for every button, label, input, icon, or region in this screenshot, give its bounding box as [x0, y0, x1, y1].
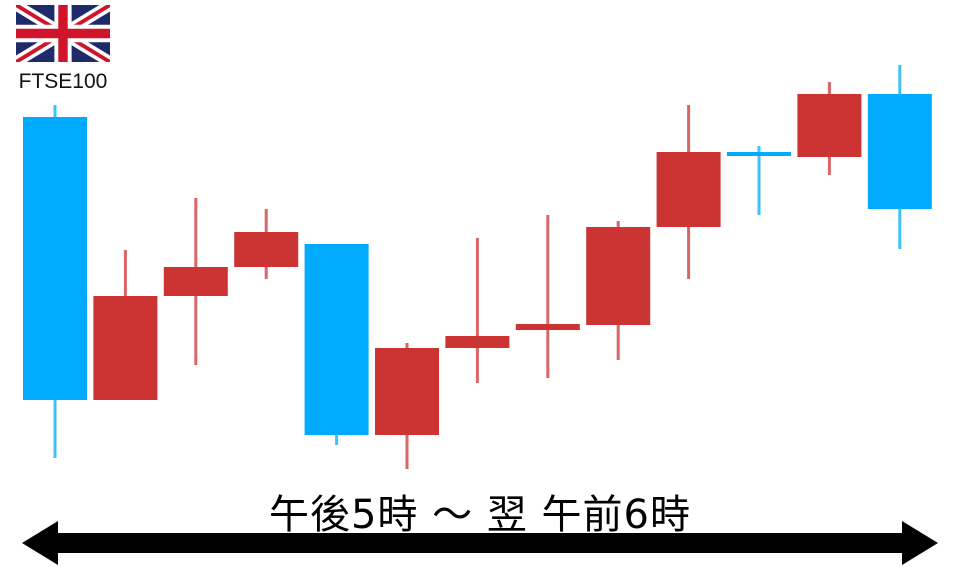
candle-body-up	[445, 336, 510, 348]
candle-body-up	[797, 94, 862, 157]
candle	[797, 82, 862, 175]
candle-body-down	[304, 244, 369, 435]
candle-body-up	[163, 267, 228, 296]
candle	[586, 221, 651, 360]
candle	[163, 198, 228, 365]
time-period-label: 午後5時 ～ 翌 午前6時	[268, 492, 692, 538]
candle	[304, 244, 369, 445]
candlestick-chart	[23, 65, 932, 469]
candle	[867, 65, 932, 249]
candle	[515, 215, 580, 378]
candle	[234, 209, 299, 279]
index-name-label: FTSE100	[18, 70, 108, 93]
candle-body-down	[23, 117, 87, 400]
candle-body-up	[515, 324, 580, 330]
candle-body-down	[727, 152, 791, 156]
candle	[656, 105, 721, 279]
candle	[375, 343, 439, 469]
candle-body-up	[375, 348, 439, 435]
candle-body-up	[93, 296, 158, 400]
candle	[727, 146, 791, 215]
double-headed-arrow-icon	[22, 521, 938, 565]
candle	[93, 250, 158, 400]
candle	[445, 238, 510, 383]
candle-body-up	[586, 227, 651, 325]
candle-body-down	[867, 94, 932, 209]
candle-body-up	[656, 152, 721, 227]
uk-flag-icon	[16, 5, 110, 62]
candle	[23, 105, 87, 458]
candle-body-up	[234, 232, 299, 267]
